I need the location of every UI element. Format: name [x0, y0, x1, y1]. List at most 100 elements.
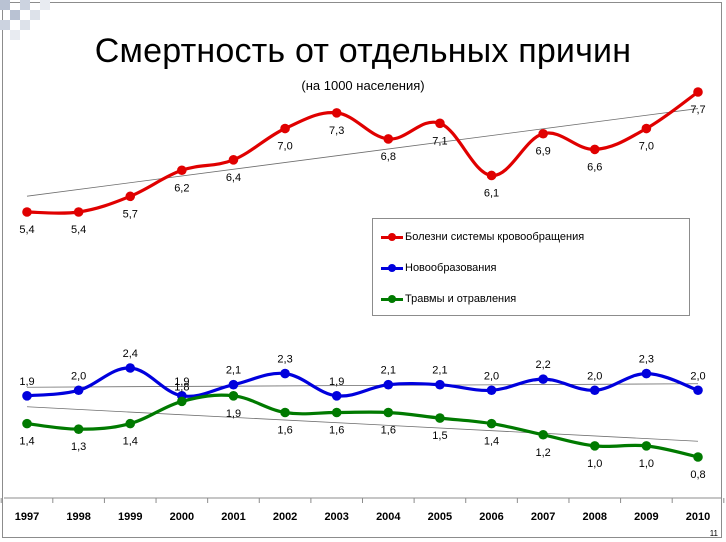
x-tick-label: 2010: [686, 511, 710, 523]
data-point: [383, 379, 394, 390]
data-point: [641, 441, 652, 451]
data-point: [125, 191, 136, 202]
data-label: 2,0: [71, 370, 86, 382]
data-label: 5,7: [123, 208, 138, 220]
data-label: 1,6: [329, 425, 344, 437]
data-point: [228, 155, 239, 165]
data-point: [125, 363, 136, 373]
data-point: [125, 418, 136, 429]
data-label: 1,9: [174, 376, 189, 388]
data-point: [280, 123, 290, 134]
data-point: [589, 385, 600, 396]
legend-item: Травмы и отравления: [381, 291, 516, 307]
data-label: 7,0: [639, 141, 654, 153]
data-label: 1,9: [19, 376, 34, 388]
page-number: 11: [709, 529, 718, 538]
data-point: [73, 424, 84, 434]
data-point: [693, 87, 703, 97]
data-point: [177, 165, 187, 176]
data-label: 7,0: [277, 141, 292, 153]
data-label: 1,6: [381, 425, 396, 437]
data-label: 1,0: [587, 458, 602, 470]
data-point: [486, 385, 497, 396]
legend-item: Новообразования: [381, 260, 496, 276]
corner-decoration: [0, 0, 60, 42]
data-label: 2,4: [123, 348, 138, 360]
data-point: [435, 118, 445, 129]
data-point: [641, 368, 652, 379]
data-point: [538, 429, 548, 440]
data-point: [435, 413, 445, 423]
slide-title: Смертность от отдельных причин: [94, 32, 632, 70]
series-line: [26, 90, 699, 215]
data-label: 1,4: [484, 436, 499, 448]
data-label: 2,3: [277, 354, 292, 366]
data-label: 1,4: [123, 436, 138, 448]
trendline: [26, 383, 699, 388]
legend-label: Новообразования: [405, 262, 497, 274]
data-point: [177, 396, 187, 407]
x-tick-label: 2008: [583, 511, 607, 523]
data-point: [22, 207, 32, 217]
data-label: 6,2: [174, 182, 189, 194]
slide-subtitle: (на 1000 населения): [301, 78, 425, 93]
data-point: [538, 374, 548, 384]
data-label: 2,1: [432, 365, 447, 377]
x-tick-label: 1998: [66, 511, 90, 523]
x-tick-label: 1999: [118, 511, 142, 523]
data-label: 2,0: [587, 370, 602, 382]
data-label: 7,3: [329, 125, 344, 137]
trendline: [26, 108, 699, 197]
x-tick-label: 2002: [273, 511, 297, 523]
data-label: 1,9: [329, 376, 344, 388]
data-label: 2,0: [690, 370, 705, 382]
data-point: [693, 452, 703, 462]
data-point: [280, 368, 290, 379]
data-point: [486, 170, 497, 181]
data-label: 6,1: [484, 187, 499, 199]
data-point: [538, 128, 548, 139]
x-tick-label: 2004: [376, 511, 401, 523]
data-label: 1,2: [536, 447, 551, 459]
data-point: [22, 418, 32, 429]
data-label: 2,0: [484, 370, 499, 382]
legend-label: Болезни системы кровообращения: [405, 231, 585, 243]
legend-swatch: [381, 232, 403, 242]
data-label: 2,3: [639, 354, 654, 366]
x-tick-label: 2006: [479, 511, 503, 523]
data-label: 6,4: [226, 172, 241, 184]
data-label: 1,8: [174, 381, 189, 393]
x-tick-label: 2001: [221, 511, 245, 523]
data-point: [383, 134, 394, 144]
data-label: 1,0: [639, 458, 654, 470]
data-label: 1,3: [71, 441, 86, 453]
data-label: 6,9: [536, 146, 551, 158]
data-label: 7,1: [432, 135, 447, 147]
x-tick-label: 2003: [324, 511, 348, 523]
data-label: 6,6: [587, 161, 602, 173]
data-point: [228, 391, 239, 401]
data-point: [331, 108, 342, 118]
data-label: 1,6: [277, 425, 292, 437]
data-point: [228, 379, 239, 390]
chart-legend: Болезни системы кровообращения Новообразо…: [372, 218, 690, 316]
data-label: 2,1: [381, 365, 396, 377]
data-label: 1,9: [226, 408, 241, 420]
data-point: [73, 385, 84, 396]
data-point: [641, 123, 652, 134]
data-label: 1,5: [432, 430, 447, 442]
data-point: [435, 379, 445, 390]
legend-swatch: [381, 263, 403, 273]
data-point: [22, 391, 32, 401]
x-tick-label: 2007: [531, 511, 555, 523]
trendline: [26, 406, 699, 442]
data-label: 7,7: [690, 104, 705, 116]
data-point: [486, 418, 497, 429]
legend-item: Болезни системы кровообращения: [381, 229, 584, 245]
legend-label: Травмы и отравления: [405, 293, 517, 305]
data-label: 5,4: [19, 224, 34, 236]
x-tick-label: 2009: [634, 511, 658, 523]
data-point: [589, 144, 600, 155]
